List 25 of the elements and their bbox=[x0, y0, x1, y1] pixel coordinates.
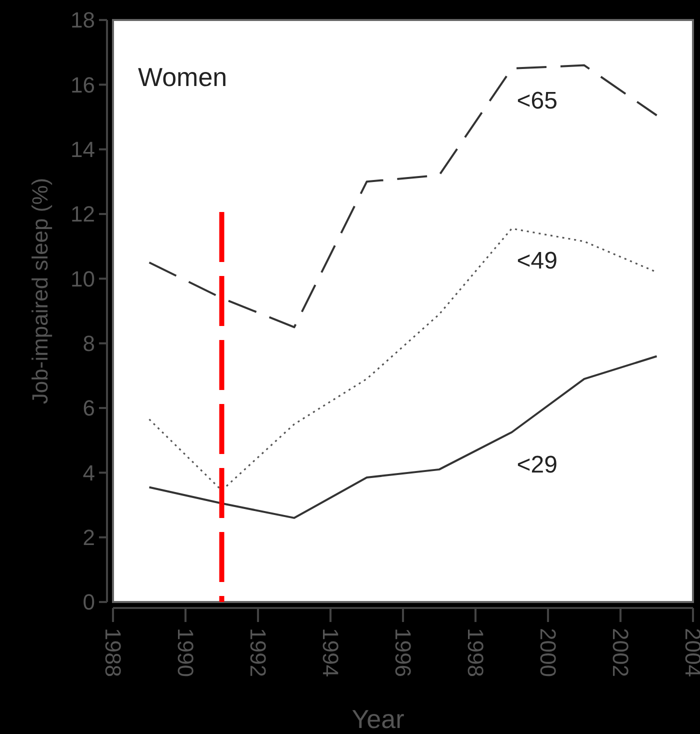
y-tick-label: 0 bbox=[82, 590, 95, 615]
y-tick-label: 8 bbox=[82, 331, 95, 356]
y-tick-label: 4 bbox=[82, 460, 95, 486]
line-series bbox=[148, 355, 658, 519]
annotation: Women bbox=[138, 62, 228, 92]
y-tick-label: 14 bbox=[70, 137, 95, 162]
y-tick-label: 16 bbox=[70, 72, 95, 98]
y-tick-label: 18 bbox=[70, 8, 95, 33]
y-tick-label: 6 bbox=[82, 396, 95, 421]
y-axis-title: Job-impaired sleep (%) bbox=[28, 178, 53, 404]
series-label: <65 bbox=[516, 88, 558, 114]
x-axis-title: Year bbox=[352, 704, 405, 734]
y-tick-label: 10 bbox=[70, 266, 95, 292]
x-tick-label: 1992 bbox=[245, 628, 270, 677]
x-tick-label: 1990 bbox=[172, 628, 198, 677]
x-tick-label: 2000 bbox=[535, 628, 560, 677]
x-tick-label: 1994 bbox=[318, 628, 343, 677]
x-tick-label: 2002 bbox=[608, 628, 633, 677]
y-tick-label: 12 bbox=[70, 202, 95, 227]
x-tick-label: 1996 bbox=[390, 628, 416, 677]
x-tick-label: 1988 bbox=[100, 628, 126, 677]
series-label: <29 bbox=[516, 451, 558, 478]
x-tick-label: 1998 bbox=[462, 628, 488, 677]
y-tick-label: 2 bbox=[82, 525, 95, 550]
series-label: <49 bbox=[516, 248, 558, 275]
